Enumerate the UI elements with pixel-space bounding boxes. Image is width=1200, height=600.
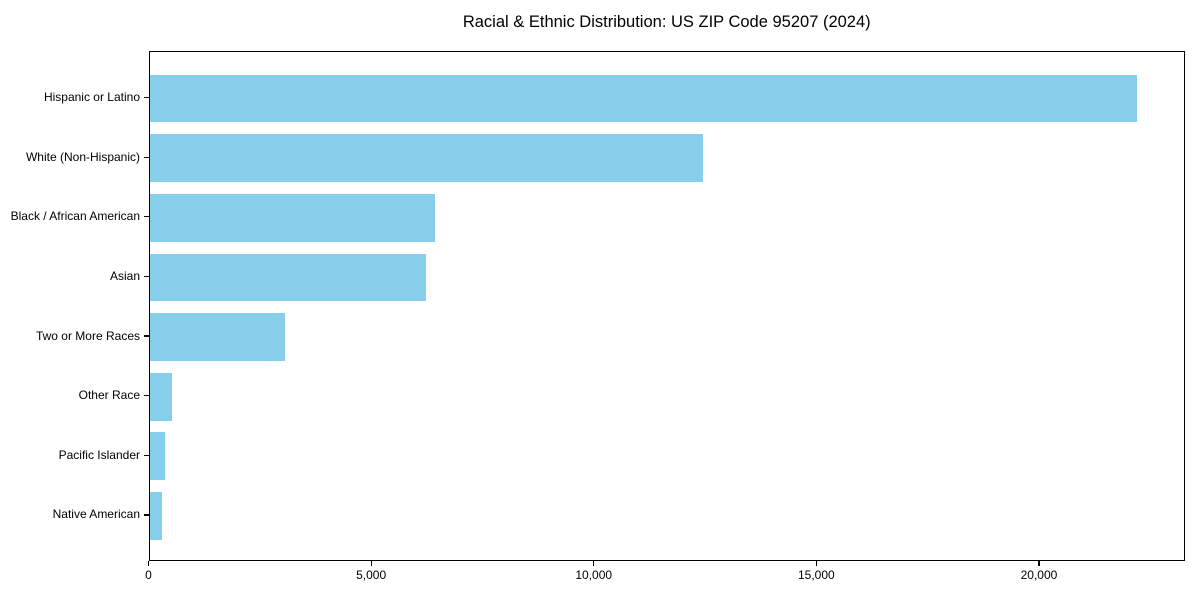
bar-two-or-more-races [149, 313, 286, 361]
ytick-label-white-non-hispanic: White (Non-Hispanic) [25, 149, 140, 164]
xtick-mark-5000 [370, 561, 372, 566]
bar-pacific-islander [149, 432, 166, 481]
xtick-label-15000: 15,000 [797, 567, 835, 582]
plot-area [148, 51, 1185, 561]
ytick-label-black-african-american: Black / African American [10, 209, 140, 224]
ytick-mark-asian [144, 275, 149, 277]
bar-native-american [149, 492, 162, 540]
ytick-label-hispanic-or-latino: Hispanic or Latino [43, 90, 140, 104]
xtick-label-20000: 20,000 [1020, 567, 1058, 582]
xtick-mark-10000 [593, 561, 595, 566]
xtick-mark-0 [147, 561, 150, 566]
xtick-mark-20000 [1038, 561, 1040, 566]
ytick-label-other-race: Other Race [78, 388, 140, 403]
ytick-mark-hispanic-or-latino [144, 96, 149, 99]
chart-title: Racial & Ethnic Distribution: US ZIP Cod… [462, 13, 871, 31]
ytick-label-native-american: Native American [52, 507, 140, 522]
ytick-mark-two-or-more-races [144, 335, 149, 337]
ytick-label-asian: Asian [109, 268, 140, 283]
ytick-mark-native-american [144, 514, 149, 516]
bar-black-african-american [149, 193, 435, 242]
bar-white-non-hispanic [149, 134, 703, 182]
xtick-label-10000: 10,000 [575, 567, 613, 582]
bar-hispanic-or-latino [149, 74, 1138, 123]
xtick-label-5000: 5,000 [356, 567, 387, 582]
ytick-mark-white-non-hispanic [144, 156, 149, 158]
bar-asian [149, 253, 427, 302]
xtick-label-0: 0 [145, 567, 152, 582]
xtick-mark-15000 [815, 561, 817, 566]
ytick-label-two-or-more-races: Two or More Races [35, 328, 140, 343]
bar-other-race [149, 372, 172, 421]
ytick-mark-pacific-islander [144, 454, 149, 456]
ytick-mark-black-african-american [144, 216, 149, 218]
ytick-mark-other-race [144, 395, 149, 397]
ytick-label-pacific-islander: Pacific Islander [58, 447, 140, 462]
